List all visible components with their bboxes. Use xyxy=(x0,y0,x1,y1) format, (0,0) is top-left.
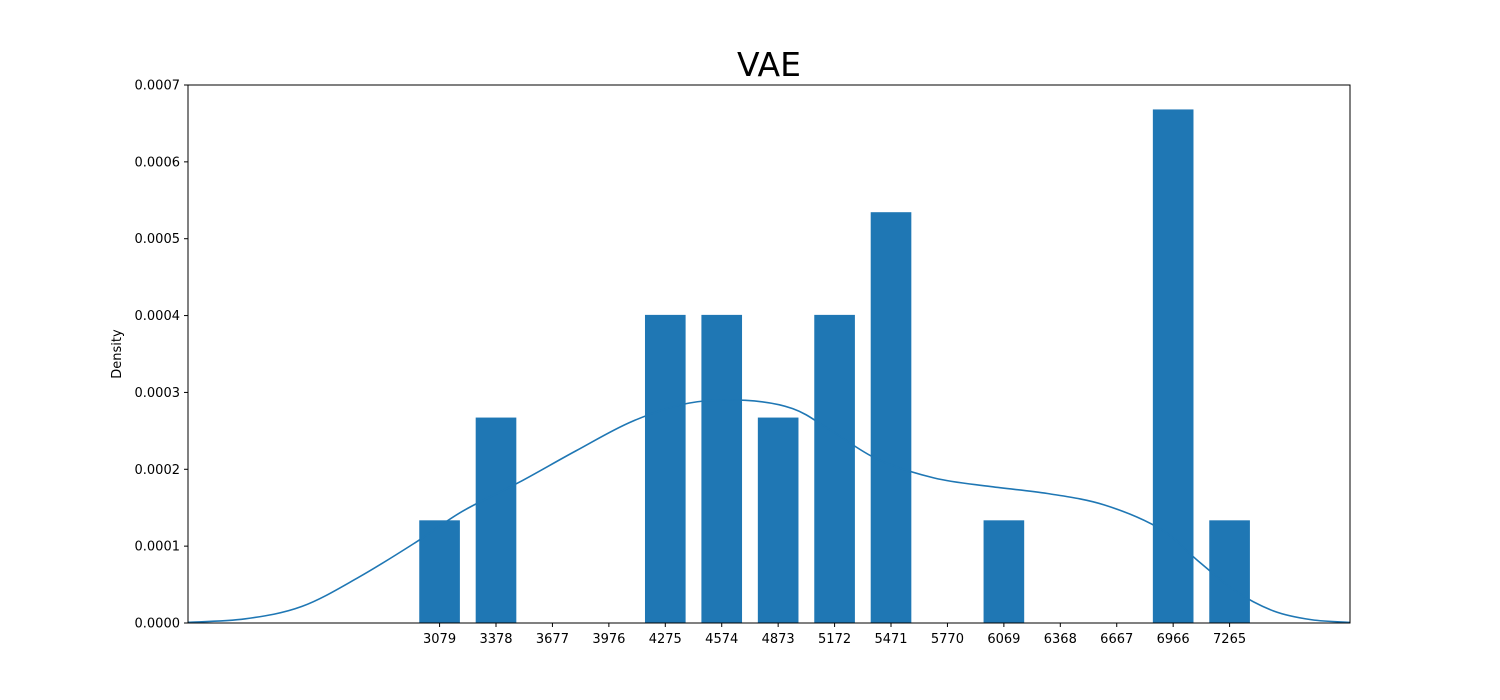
bar-3079 xyxy=(419,520,460,623)
y-tick-label: 0.0003 xyxy=(135,386,181,401)
bar-4574 xyxy=(701,314,743,623)
x-tick-label: 3677 xyxy=(536,632,569,647)
x-tick-label: 5172 xyxy=(818,632,851,647)
y-tick-label: 0.0000 xyxy=(135,617,181,632)
bar-3378 xyxy=(475,417,517,623)
x-tick-label: 6368 xyxy=(1044,632,1077,647)
y-axis-label: Density xyxy=(110,329,125,379)
bars-group xyxy=(419,109,1250,623)
y-tick-label: 0.0001 xyxy=(135,540,181,555)
x-tick-label: 6966 xyxy=(1157,632,1190,647)
y-tick-label: 0.0006 xyxy=(135,155,181,170)
x-tick-label: 6667 xyxy=(1100,632,1133,647)
x-axis: 3079 3378 3677 3976 4275 4574 4873 5172 5471 5770… xyxy=(423,623,1246,647)
bar-6966 xyxy=(1152,109,1194,623)
bar-6069 xyxy=(983,520,1025,623)
x-tick-label: 5471 xyxy=(874,632,907,647)
y-tick-label: 0.0005 xyxy=(135,232,181,247)
x-tick-label: 4873 xyxy=(762,632,795,647)
x-tick-label: 3079 xyxy=(423,632,456,647)
bar-7265 xyxy=(1209,520,1250,623)
y-tick-label: 0.0002 xyxy=(135,463,181,478)
x-tick-label: 7265 xyxy=(1213,632,1246,647)
x-tick-label: 4574 xyxy=(705,632,738,647)
x-tick-label: 3976 xyxy=(592,632,625,647)
x-tick-label: 5770 xyxy=(931,632,964,647)
plot-frame xyxy=(187,84,1351,624)
x-tick-label: 3378 xyxy=(479,632,512,647)
chart-title: VAE xyxy=(737,45,801,84)
kde-curve xyxy=(187,399,1351,624)
y-axis: 0.0000 0.0001 0.0002 0.0003 0.0004 0.0005 0.00… xyxy=(135,79,188,632)
x-tick-label: 6069 xyxy=(987,632,1020,647)
x-tick-label: 4275 xyxy=(649,632,682,647)
y-tick-label: 0.0007 xyxy=(135,79,181,94)
bar-4275 xyxy=(644,314,686,623)
y-tick-label: 0.0004 xyxy=(135,309,181,324)
bar-5471 xyxy=(870,212,912,623)
bar-4873 xyxy=(757,417,799,623)
kde-curve-group xyxy=(187,399,1351,624)
bar-5172 xyxy=(814,314,855,623)
